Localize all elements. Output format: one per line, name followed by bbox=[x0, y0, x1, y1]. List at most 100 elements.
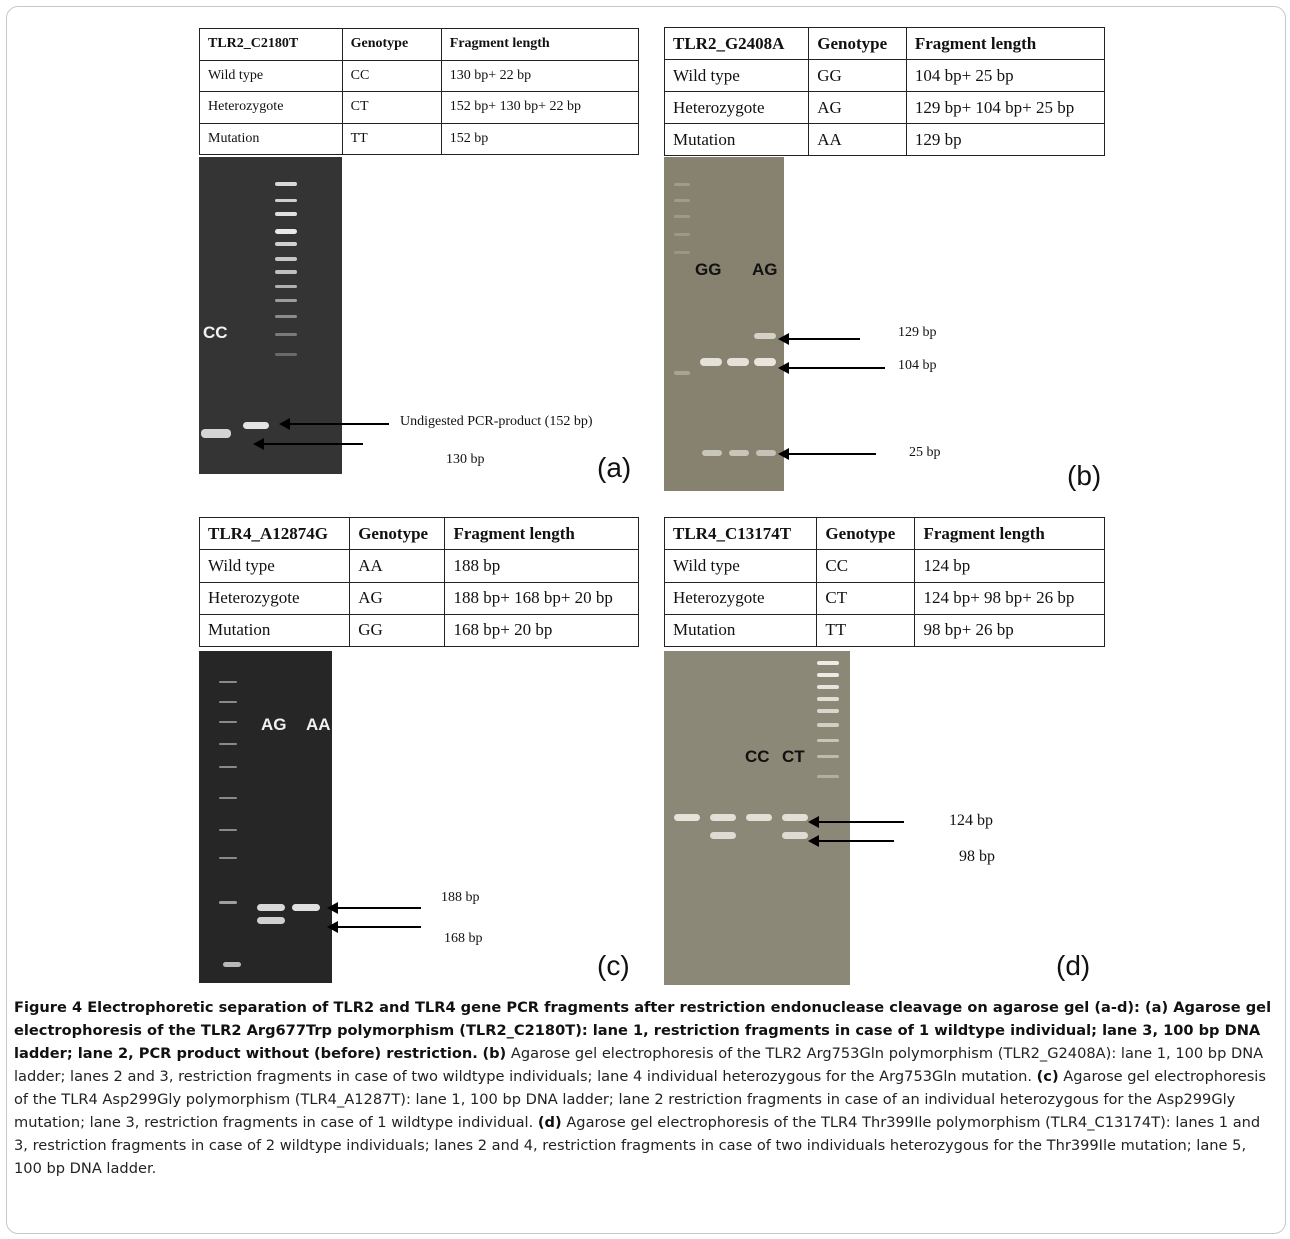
table-row: Heterozygote CT 124 bp+ 98 bp+ 26 bp bbox=[663, 581, 1105, 615]
gel-band bbox=[275, 315, 297, 318]
band-size-label: 25 bp bbox=[909, 445, 941, 460]
header-cell: Fragment length bbox=[905, 27, 1106, 60]
band-size-label: Undigested PCR-product (152 bp) bbox=[400, 414, 593, 429]
gel-image-b: GG AG bbox=[664, 157, 784, 491]
table-cell: 130 bp+ 22 bp bbox=[440, 59, 640, 92]
table-cell: Mutation bbox=[663, 123, 810, 156]
gel-band bbox=[817, 755, 839, 758]
table-cell: AG bbox=[349, 581, 446, 615]
header-cell: Genotype bbox=[349, 516, 446, 551]
table-cell: Mutation bbox=[198, 613, 351, 648]
table-header: TLR4_A12874G Genotype Fragment length bbox=[198, 516, 639, 551]
table-cell: Wild type bbox=[663, 549, 818, 583]
table-cell: TT bbox=[816, 613, 916, 648]
table-cell: GG bbox=[349, 613, 446, 648]
band-size-label: 98 bp bbox=[959, 848, 995, 865]
table-row: Wild type GG 104 bp+ 25 bp bbox=[663, 59, 1106, 92]
gel-image-a: CC bbox=[199, 157, 342, 474]
gel-band bbox=[674, 814, 700, 821]
table-cell: 152 bp+ 130 bp+ 22 bp bbox=[440, 91, 640, 124]
table-header: TLR4_C13174T Genotype Fragment length bbox=[663, 516, 1105, 551]
lane-label: CC bbox=[745, 747, 770, 766]
caption-label-c: (c) bbox=[1036, 1068, 1059, 1085]
gel-band bbox=[275, 270, 297, 274]
table-row: Mutation TT 152 bp bbox=[199, 122, 640, 155]
gel-band bbox=[702, 450, 722, 456]
table-cell: 124 bp bbox=[914, 549, 1105, 583]
table-cell: GG bbox=[808, 59, 907, 92]
arrow-pointer bbox=[778, 333, 860, 345]
table-row: Mutation AA 129 bp bbox=[663, 123, 1106, 156]
gel-band bbox=[756, 450, 776, 456]
header-cell: TLR2_G2408A bbox=[663, 27, 810, 60]
gel-band bbox=[275, 182, 297, 186]
gel-band bbox=[219, 766, 237, 768]
lane-label: AG bbox=[261, 715, 287, 734]
gel-band bbox=[243, 422, 269, 429]
gel-band bbox=[817, 739, 839, 742]
table-cell: CC bbox=[341, 59, 442, 92]
lane-label: CC bbox=[203, 323, 228, 342]
arrow-pointer bbox=[808, 835, 894, 847]
caption-text-d: Agarose gel electrophoresis of the TLR4 … bbox=[14, 1114, 1261, 1177]
table-cell: Heterozygote bbox=[199, 91, 343, 124]
band-size-label: 124 bp bbox=[949, 812, 993, 829]
gel-band bbox=[674, 183, 690, 186]
gel-band bbox=[817, 661, 839, 665]
gel-band bbox=[674, 215, 690, 218]
table-cell: Wild type bbox=[199, 59, 343, 92]
table-cell: Heterozygote bbox=[663, 581, 818, 615]
panel-letter: (b) bbox=[1067, 460, 1102, 491]
band-size-label: 168 bp bbox=[444, 931, 483, 946]
header-cell: Genotype bbox=[816, 516, 916, 551]
caption-title: Figure 4 Electrophoretic separation of T… bbox=[14, 999, 1272, 1062]
gel-band bbox=[817, 685, 839, 689]
gel-band bbox=[710, 832, 736, 839]
gel-band bbox=[817, 709, 839, 713]
gel-band bbox=[219, 797, 237, 799]
header-cell: TLR4_A12874G bbox=[198, 516, 351, 551]
gel-band bbox=[223, 962, 241, 967]
gel-band bbox=[674, 233, 690, 236]
gel-band bbox=[219, 901, 237, 904]
table-cell: 168 bp+ 20 bp bbox=[444, 613, 639, 648]
caption-label-b: (b) bbox=[482, 1045, 507, 1062]
table-row: Mutation GG 168 bp+ 20 bp bbox=[198, 613, 639, 648]
arrow-pointer bbox=[778, 362, 885, 374]
table-cell: 104 bp+ 25 bp bbox=[905, 59, 1106, 92]
header-cell: Genotype bbox=[341, 28, 442, 61]
gel-band bbox=[275, 257, 297, 261]
lane-label: CT bbox=[782, 747, 805, 766]
arrow-pointer bbox=[327, 921, 421, 933]
arrow-pointer bbox=[778, 448, 876, 460]
table-c: TLR4_A12874G Genotype Fragment length Wi… bbox=[198, 516, 639, 648]
table-row: Heterozygote CT 152 bp+ 130 bp+ 22 bp bbox=[199, 91, 640, 124]
table-cell: Mutation bbox=[199, 122, 343, 155]
gel-band bbox=[275, 242, 297, 246]
gel-band bbox=[219, 681, 237, 683]
table-cell: CT bbox=[816, 581, 916, 615]
table-cell: 124 bp+ 98 bp+ 26 bp bbox=[914, 581, 1105, 615]
arrow-pointer bbox=[808, 816, 904, 828]
header-cell: Fragment length bbox=[440, 28, 640, 61]
lane-label: GG bbox=[695, 260, 722, 279]
gel-band bbox=[817, 697, 839, 701]
arrow-pointer bbox=[327, 902, 421, 914]
table-cell: TT bbox=[341, 122, 442, 155]
gel-band bbox=[727, 358, 749, 366]
gel-band bbox=[817, 775, 839, 778]
gel-band bbox=[257, 917, 285, 924]
gel-band bbox=[674, 199, 690, 202]
gel-band bbox=[710, 814, 736, 821]
table-cell: CT bbox=[341, 91, 442, 124]
gel-image-d: CC CT bbox=[664, 651, 850, 985]
panel-letter: (c) bbox=[597, 950, 630, 981]
table-cell: 98 bp+ 26 bp bbox=[914, 613, 1105, 648]
header-cell: Genotype bbox=[808, 27, 907, 60]
table-cell: AA bbox=[808, 123, 907, 156]
gel-band bbox=[817, 673, 839, 677]
table-b: TLR2_G2408A Genotype Fragment length Wil… bbox=[663, 27, 1106, 156]
table-d: TLR4_C13174T Genotype Fragment length Wi… bbox=[663, 516, 1105, 648]
gel-band bbox=[817, 723, 839, 727]
header-cell: TLR2_C2180T bbox=[199, 28, 343, 61]
